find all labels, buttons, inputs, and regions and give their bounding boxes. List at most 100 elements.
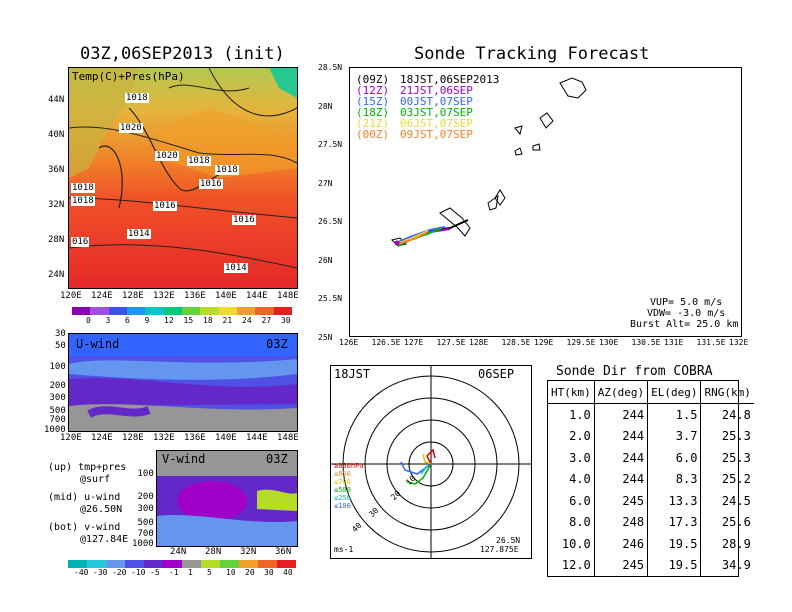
- colorbar-swatch: [273, 307, 292, 315]
- table-cell: 1.0: [569, 407, 591, 422]
- pressure-label: 100: [49, 362, 66, 372]
- table-cell: 10.0: [561, 536, 591, 551]
- table-header: RNG(km): [700, 381, 754, 404]
- table-cell: 25.3: [700, 447, 754, 469]
- lat-tick-label: 28.5N: [318, 63, 343, 72]
- wind-colorbar: [68, 560, 296, 568]
- colorbar-swatch: [163, 307, 182, 315]
- table-header: HT(km): [548, 381, 595, 404]
- table-cell: 245: [593, 554, 648, 576]
- lon-tick-label: 128E: [469, 338, 489, 347]
- lon-tick-label: 148E: [277, 433, 299, 443]
- uwind-canvas: [69, 334, 297, 431]
- burst-text: Burst Alt= 25.0 km: [630, 319, 739, 330]
- launch-code: (15Z): [356, 95, 390, 108]
- launch-code: (18Z): [356, 106, 390, 119]
- polar-canvas: [331, 366, 531, 558]
- colorbar-label: -1: [169, 568, 179, 577]
- lat-tick-label: 25.5N: [318, 294, 343, 303]
- table-row: 4.0 244 8.3 25.2: [548, 468, 754, 490]
- table-cell: 24.5: [700, 490, 754, 512]
- table-cell: 12.0: [561, 558, 591, 573]
- lon-tick-label: 128.5E: [501, 338, 531, 347]
- lon-tick-label: 128E: [122, 433, 144, 443]
- pressure-label: 1000: [44, 425, 66, 435]
- table-cell: 25.2: [700, 468, 754, 490]
- lon-tick-label: 136E: [184, 433, 206, 443]
- lon-tick-label: 136E: [184, 291, 206, 301]
- colorbar-swatch: [239, 560, 258, 568]
- colorbar-label: 5: [207, 568, 212, 577]
- launch-code: (09Z): [356, 73, 390, 86]
- colorbar-swatch: [277, 560, 296, 568]
- table-cell: 19.5: [647, 554, 701, 576]
- level-legend-item: ≤100: [334, 502, 351, 510]
- lat-tick-label: 27N: [318, 178, 333, 188]
- table-cell: 34.9: [700, 554, 754, 576]
- lon-tick-label: 130E: [599, 338, 619, 347]
- table-cell: 2.0: [569, 429, 591, 444]
- colorbar-swatch: [201, 560, 220, 568]
- vwind-time: 03Z: [266, 452, 288, 466]
- colorbar-label: 1: [188, 568, 193, 577]
- colorbar-label: 18: [203, 316, 213, 325]
- pressure-label: 300: [49, 393, 66, 403]
- table-cell: 244: [593, 425, 648, 447]
- table-cell: 244: [593, 403, 648, 426]
- colorbar-swatch: [200, 307, 219, 315]
- colorbar-label: 20: [245, 568, 255, 577]
- lat-tick-label: 28N: [318, 101, 333, 111]
- lon-tick-label: 129.5E: [566, 338, 596, 347]
- lat-tick-label: 28N: [48, 235, 65, 245]
- table-cell: 244: [593, 468, 648, 490]
- pressure-label: 500: [137, 518, 154, 528]
- launch-time: 09JST,07SEP: [400, 128, 473, 141]
- isobar-label: 1018: [71, 196, 95, 206]
- uwind-time: 03Z: [266, 337, 288, 351]
- lon-tick-label: 144E: [246, 433, 268, 443]
- colorbar-label: 30: [264, 568, 274, 577]
- legend-mid-sub: @26.50N: [80, 504, 123, 515]
- track-map-canvas: [391, 77, 587, 247]
- isobar-label: 1014: [224, 263, 248, 273]
- lon-tick-label: 127.5E: [436, 338, 466, 347]
- vwind-panel: [156, 450, 298, 547]
- map-title: 03Z,06SEP2013 (init): [80, 44, 285, 64]
- table-cell: 6.0: [647, 447, 701, 469]
- isobar-label: 1018: [71, 183, 95, 193]
- table-cell: 3.7: [647, 425, 701, 447]
- lat-tick-label: 36N: [275, 547, 292, 557]
- isobar-label: 1020: [119, 123, 143, 133]
- table-cell: 8.0: [569, 515, 591, 530]
- colorbar-swatch: [255, 307, 274, 315]
- colorbar-label: 3: [105, 316, 111, 325]
- colorbar-swatch: [72, 307, 91, 315]
- lon-tick-label: 130.5E: [631, 338, 661, 347]
- isobar-label: 1018: [125, 93, 149, 103]
- colorbar-swatch: [258, 560, 277, 568]
- isobar-label: 1020: [155, 151, 179, 161]
- lat-tick-label: 44N: [48, 95, 65, 105]
- lon-tick-label: 132E: [729, 338, 749, 347]
- level-legend-item: ≤250: [334, 494, 351, 502]
- lon-tick-label: 120E: [60, 291, 82, 301]
- uwind-label: U-wind: [76, 337, 120, 351]
- lat-tick-label: 24N: [48, 270, 65, 280]
- vup-text: VUP= 5.0 m/s: [650, 297, 723, 308]
- vwind-label: V-wind: [162, 452, 206, 466]
- colorbar-label: 27: [261, 316, 272, 325]
- colorbar-swatch: [163, 560, 182, 568]
- lon-tick-label: 131.5E: [696, 338, 726, 347]
- table-cell: 24.8: [700, 403, 754, 426]
- lon-tick-label: 128E: [122, 291, 144, 301]
- temp-colorbar: [72, 307, 292, 315]
- colorbar-swatch: [106, 560, 125, 568]
- map-layer-label: Temp(C)+Pres(hPa): [72, 70, 185, 83]
- colorbar-swatch: [145, 307, 164, 315]
- isobar-label: 1016: [153, 201, 177, 211]
- launch-code: (12Z): [356, 84, 390, 97]
- legend-bot: (bot) v-wind: [48, 522, 121, 533]
- colorbar-label: -40: [74, 568, 89, 577]
- lat-tick-label: 27.5N: [318, 140, 343, 149]
- isobar-label: 1016: [199, 179, 223, 189]
